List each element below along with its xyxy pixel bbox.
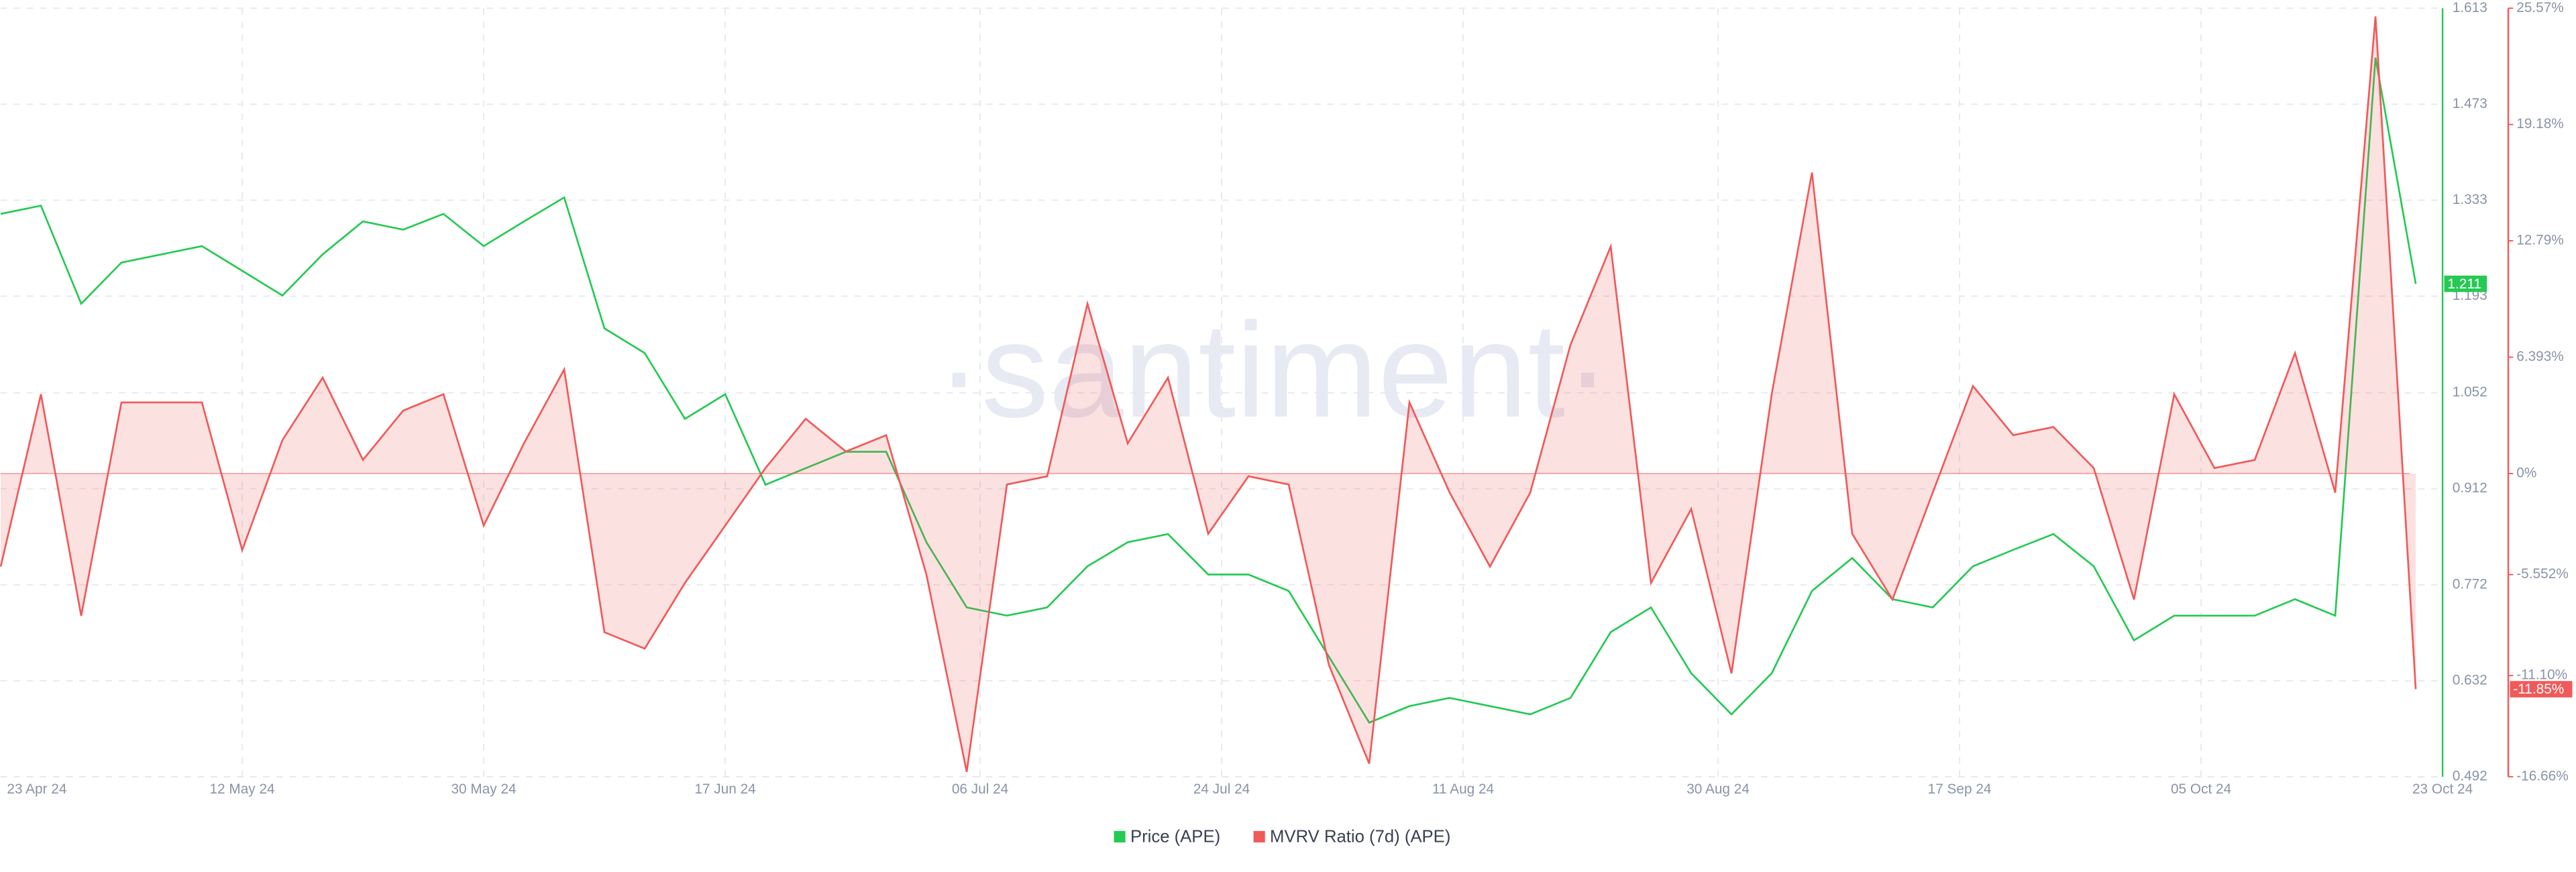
legend-label: Price (APE): [1130, 827, 1220, 846]
x-tick-label: 12 May 24: [209, 781, 274, 797]
legend-swatch: [1253, 830, 1265, 842]
x-tick-label: 30 Aug 24: [1686, 781, 1750, 797]
y-tick-label: 0.912: [2453, 480, 2487, 496]
y2-tick-label: -16.66%: [2516, 769, 2568, 784]
legend-label: MVRV Ratio (7d) (APE): [1270, 827, 1450, 846]
y-tick-label: 0.632: [2453, 672, 2487, 688]
y-tick-label: 0.492: [2453, 769, 2487, 784]
y-tick-label: 1.333: [2453, 192, 2487, 207]
x-tick-label: 23 Oct 24: [2412, 781, 2473, 797]
y2-tick-label: 6.393%: [2516, 349, 2564, 364]
y2-tick-label: 19.18%: [2516, 116, 2564, 131]
value-badge: [2444, 275, 2487, 292]
x-tick-label: 06 Jul 24: [952, 781, 1008, 797]
x-tick-label: 17 Jun 24: [694, 781, 755, 797]
y-tick-label: 0.772: [2453, 576, 2487, 592]
watermark: ·santiment·: [936, 294, 1610, 445]
series-line: [0, 16, 2417, 772]
y2-tick-label: 12.79%: [2516, 232, 2564, 248]
series-line: [0, 57, 2417, 724]
y-tick-label: 1.052: [2453, 384, 2487, 400]
x-tick-label: 11 Aug 24: [1432, 781, 1494, 797]
value-badge-label: -11.85%: [2513, 682, 2564, 697]
y-tick-label: 1.473: [2453, 96, 2487, 111]
y-tick-label: 1.613: [2453, 0, 2487, 15]
x-tick-label: 24 Jul 24: [1193, 781, 1250, 797]
y2-tick-label: 0%: [2516, 465, 2536, 480]
value-badge: [2510, 681, 2573, 698]
x-tick-label: 23 Apr 24: [7, 781, 66, 797]
x-tick-label: 05 Oct 24: [2171, 781, 2231, 797]
value-badge-label: 1.211: [2447, 276, 2481, 292]
y2-tick-label: -5.552%: [2516, 566, 2568, 582]
legend-swatch: [1114, 830, 1126, 842]
x-tick-label: 30 May 24: [451, 781, 516, 797]
y2-tick-label: 25.57%: [2516, 0, 2564, 15]
x-tick-label: 17 Sep 24: [1928, 781, 1992, 797]
y2-tick-label: -11.10%: [2516, 667, 2567, 683]
mvrv-area: [1, 16, 2416, 772]
